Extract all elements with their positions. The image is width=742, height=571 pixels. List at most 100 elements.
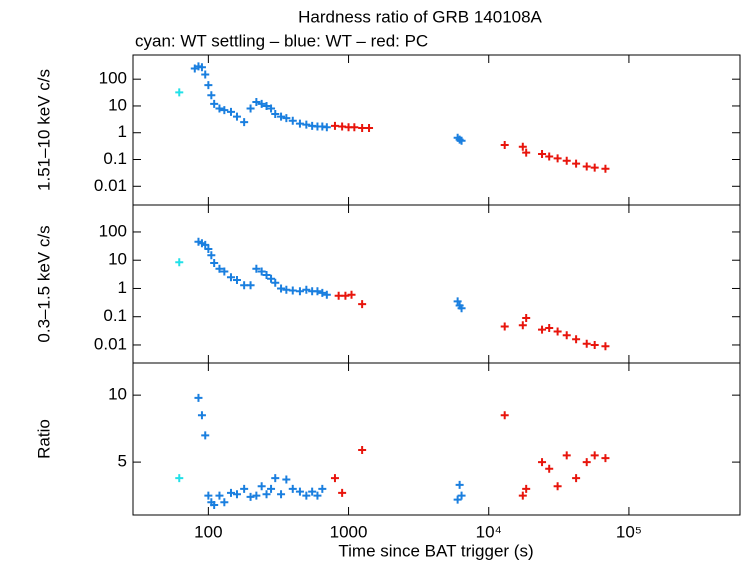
data-point	[232, 275, 241, 284]
data-point	[246, 104, 255, 113]
y-tick-label: 10	[108, 250, 127, 269]
data-point	[453, 297, 462, 306]
data-point	[210, 258, 219, 267]
data-point	[197, 411, 206, 420]
data-point	[457, 136, 466, 145]
panel-frame	[132, 362, 741, 516]
data-point	[313, 287, 322, 296]
y-tick-label: 0.01	[94, 176, 127, 195]
data-point	[358, 446, 367, 455]
data-point	[262, 270, 271, 279]
y-tick-label: 1	[118, 122, 127, 141]
data-point	[210, 99, 219, 108]
data-point	[282, 475, 291, 484]
data-point	[455, 480, 464, 489]
panel-frame	[132, 204, 741, 364]
data-point	[553, 327, 562, 336]
data-point	[262, 101, 271, 110]
data-point	[215, 491, 224, 500]
panel-frame	[132, 54, 741, 206]
data-point	[522, 314, 531, 323]
data-point	[562, 451, 571, 460]
data-point	[271, 110, 280, 119]
y-axis-label: 0.3–1.5 keV c/s	[34, 225, 53, 342]
data-point	[252, 264, 261, 273]
data-point	[334, 291, 343, 300]
data-point	[322, 123, 331, 132]
data-point	[453, 495, 462, 504]
data-point	[267, 484, 276, 493]
data-point	[226, 273, 235, 282]
data-point	[271, 474, 280, 483]
data-point	[350, 123, 359, 132]
data-point	[215, 104, 224, 113]
chart-subtitle: cyan: WT settling – blue: WT – red: PC	[135, 31, 428, 50]
data-point	[500, 322, 509, 331]
data-point	[277, 490, 286, 499]
data-point	[240, 118, 249, 127]
data-point	[226, 488, 235, 497]
data-point	[295, 119, 304, 128]
y-tick-label: 1	[118, 278, 127, 297]
data-point	[267, 104, 276, 113]
data-point	[562, 331, 571, 340]
data-point	[522, 484, 531, 493]
data-point	[308, 487, 317, 496]
data-point	[553, 154, 562, 163]
data-point	[232, 112, 241, 121]
data-point	[262, 490, 271, 499]
data-point	[582, 162, 591, 171]
data-point	[538, 458, 547, 467]
x-axis-label: Time since BAT trigger (s)	[338, 541, 533, 560]
data-point	[318, 288, 327, 297]
data-point	[545, 323, 554, 332]
data-point	[220, 498, 229, 507]
data-point	[302, 285, 311, 294]
data-point	[252, 98, 261, 107]
data-point	[295, 487, 304, 496]
data-point	[277, 284, 286, 293]
data-point	[457, 491, 466, 500]
data-point	[282, 114, 291, 123]
data-point	[518, 142, 527, 151]
data-point	[302, 491, 311, 500]
data-point	[201, 240, 210, 249]
data-point	[545, 464, 554, 473]
y-tick-label: 10	[108, 95, 127, 114]
data-point	[215, 264, 224, 273]
data-point	[553, 482, 562, 491]
y-tick-label: 0.1	[103, 306, 127, 325]
data-point	[207, 251, 216, 260]
y-axis-label: 1.51–10 keV c/s	[34, 69, 53, 191]
chart-title: Hardness ratio of GRB 140108A	[298, 7, 542, 26]
y-axis-label: Ratio	[34, 419, 53, 459]
x-tick-label: 10⁴	[476, 522, 502, 541]
data-point	[572, 159, 581, 168]
data-point	[365, 124, 374, 133]
data-point	[582, 458, 591, 467]
data-point	[341, 291, 350, 300]
data-point	[582, 339, 591, 348]
data-point	[572, 335, 581, 344]
data-point	[175, 88, 184, 97]
data-point	[257, 482, 266, 491]
data-point	[522, 148, 531, 157]
data-point	[358, 124, 367, 133]
data-point	[204, 244, 213, 253]
data-point	[538, 150, 547, 159]
data-point	[175, 474, 184, 483]
data-point	[457, 304, 466, 313]
data-point	[175, 258, 184, 267]
data-point	[545, 152, 554, 161]
x-tick-label: 1000	[330, 522, 368, 541]
data-point	[590, 163, 599, 172]
data-point	[257, 267, 266, 276]
data-point	[601, 454, 610, 463]
data-point	[288, 116, 297, 125]
data-point	[562, 156, 571, 165]
data-point	[220, 106, 229, 115]
y-tick-label: 0.1	[103, 149, 127, 168]
data-point	[226, 107, 235, 116]
y-tick-label: 5	[118, 452, 127, 471]
